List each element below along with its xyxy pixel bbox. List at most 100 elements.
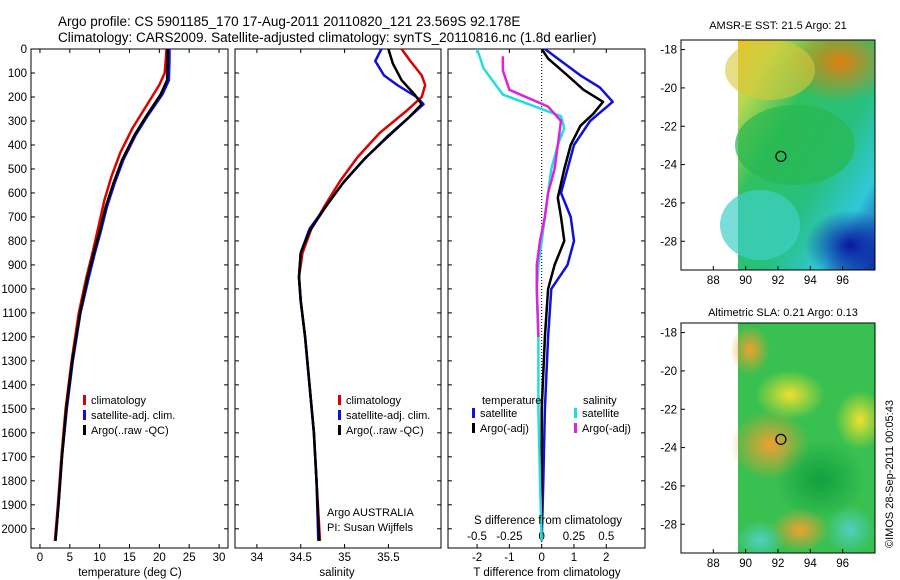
- legend-label: satellite: [582, 408, 619, 420]
- map-y-tick-label: -18: [660, 328, 677, 340]
- x-tick-label: -2: [472, 552, 482, 564]
- x-top-tick-label: -0.5: [467, 531, 487, 543]
- legend-swatch: [338, 425, 341, 435]
- difference-xlabel: T difference from climatology: [473, 567, 620, 579]
- legend-swatch: [83, 410, 86, 420]
- map-x-tick-label: 94: [804, 558, 817, 570]
- map-y-tick-label: -22: [660, 404, 677, 416]
- legend-label: satellite-adj. clim.: [91, 410, 175, 422]
- depth-tick-label: 700: [8, 212, 27, 224]
- depth-tick-label: 300: [8, 116, 27, 128]
- map-x-tick-label: 90: [739, 558, 752, 570]
- x-tick-label: 35.5: [377, 552, 399, 564]
- sst-map-axes: 88 90 92 94 96 -18 -20 -22 -24 -26 -28: [660, 45, 849, 287]
- diff-legend-salinity-title: salinity: [583, 395, 617, 407]
- legend-swatch: [83, 425, 86, 435]
- map-x-tick-label: 88: [707, 558, 720, 570]
- salinity-panel: 34 34.5 35 35.5 climatology satellite-adj. cl…: [235, 48, 441, 564]
- map-y-tick-label: -20: [660, 83, 677, 95]
- map-y-tick-label: -26: [660, 198, 677, 210]
- depth-tick-label: 500: [8, 164, 27, 176]
- map-x-tick-label: 96: [836, 558, 849, 570]
- map-x-tick-label: 94: [804, 275, 817, 287]
- x-tick-label: 15: [123, 552, 136, 564]
- map-y-tick-label: -24: [660, 160, 677, 172]
- map-y-tick-label: -28: [660, 519, 677, 531]
- x-top-tick-label: -0.25: [496, 531, 522, 543]
- legend-label: Argo(-adj): [582, 423, 631, 435]
- x-tick-label: 25: [183, 552, 196, 564]
- map-x-tick-label: 88: [707, 275, 720, 287]
- map-x-tick-label: 96: [836, 275, 849, 287]
- map-y-tick-label: -24: [660, 443, 677, 455]
- depth-tick-label: 1700: [1, 452, 27, 464]
- legend-swatch: [83, 395, 86, 405]
- depth-tick-label: 1100: [2, 308, 27, 320]
- series-line: [53, 49, 168, 541]
- depth-tick-label: 2000: [1, 524, 27, 536]
- x-tick-label: 35: [338, 552, 351, 564]
- salinity-xlabel: salinity: [319, 567, 354, 579]
- argo-country-label: Argo AUSTRALIA: [327, 507, 414, 519]
- x-tick-label: 30: [213, 552, 226, 564]
- x-tick-label: 10: [93, 552, 106, 564]
- difference-panel: -2 -1 0 1 2-0.5 -0.25 0 0.25 0.5satelliteArgo(-a…: [448, 48, 645, 564]
- x-tick-label: 34.5: [290, 552, 312, 564]
- legend-label: Argo(..raw -QC): [91, 425, 169, 437]
- map-y-tick-label: -28: [660, 236, 677, 248]
- legend-swatch: [472, 423, 475, 433]
- temperature-xlabel: temperature (deg C): [78, 567, 182, 579]
- depth-axis: 0 100 200 300 400 500 600 700 800 900 1000 1100 1200…: [1, 44, 228, 536]
- depth-tick-label: 600: [8, 188, 27, 200]
- series-line: [297, 49, 423, 541]
- legend-swatch: [574, 423, 577, 433]
- legend-label: satellite: [480, 408, 517, 420]
- depth-tick-label: 1900: [1, 500, 27, 512]
- map-x-tick-label: 92: [772, 275, 785, 287]
- depth-tick-label: 1300: [1, 356, 27, 368]
- depth-tick-label: 1800: [1, 476, 27, 488]
- legend-label: climatology: [346, 395, 402, 407]
- legend-swatch: [338, 410, 341, 420]
- x-tick-label: 34: [251, 552, 264, 564]
- legend-label: Argo(..raw -QC): [346, 425, 424, 437]
- x-top-tick-label: 0.5: [598, 531, 614, 543]
- legend-label: satellite-adj. clim.: [346, 410, 430, 422]
- depth-tick-label: 1500: [1, 404, 27, 416]
- x-tick-label: 2: [603, 552, 609, 564]
- depth-tick-label: 1200: [1, 332, 27, 344]
- x-tick-label: -1: [504, 552, 514, 564]
- depth-tick-label: 900: [8, 260, 27, 272]
- sla-map-axes: 88 90 92 94 96 -18 -20 -22 -24 -26 -28: [660, 328, 849, 570]
- x-tick-label: 0: [538, 552, 544, 564]
- depth-tick-label: 1000: [1, 284, 27, 296]
- legend-label: Argo(-adj): [480, 423, 529, 435]
- series-line: [54, 49, 169, 541]
- map-y-tick-label: -22: [660, 121, 677, 133]
- legend-swatch: [338, 395, 341, 405]
- x-tick-label: 20: [153, 552, 166, 564]
- map-x-tick-label: 92: [772, 558, 785, 570]
- depth-tick-label: 200: [8, 92, 27, 104]
- sla-map-field: [681, 323, 875, 553]
- x-tick-label: 1: [571, 552, 577, 564]
- series-group: [475, 49, 614, 541]
- x-tick-label: 0: [37, 552, 43, 564]
- sst-map-title: AMSR-E SST: 21.5 Argo: 21: [709, 20, 847, 32]
- legend-swatch: [574, 408, 577, 418]
- series-line: [540, 49, 614, 541]
- map-y-tick-label: -20: [660, 366, 677, 378]
- series-group: [297, 49, 427, 541]
- map-y-tick-label: -18: [660, 45, 677, 57]
- depth-tick-label: 400: [8, 140, 27, 152]
- sla-map-title: Altimetric SLA: 0.21 Argo: 0.13: [708, 307, 858, 319]
- temperature-panel: 0 5 10 15 20 25 30 climatology satellite-adj. cl…: [37, 49, 226, 564]
- series-line: [540, 49, 605, 541]
- depth-tick-label: 800: [8, 236, 27, 248]
- map-y-tick-label: -26: [660, 481, 677, 493]
- legend-label: climatology: [91, 395, 147, 407]
- salinity-panel-frame: [234, 48, 442, 549]
- series-line: [501, 56, 563, 337]
- copyright-label: ©IMOS 28-Sep-2011 00:05:43: [884, 400, 896, 548]
